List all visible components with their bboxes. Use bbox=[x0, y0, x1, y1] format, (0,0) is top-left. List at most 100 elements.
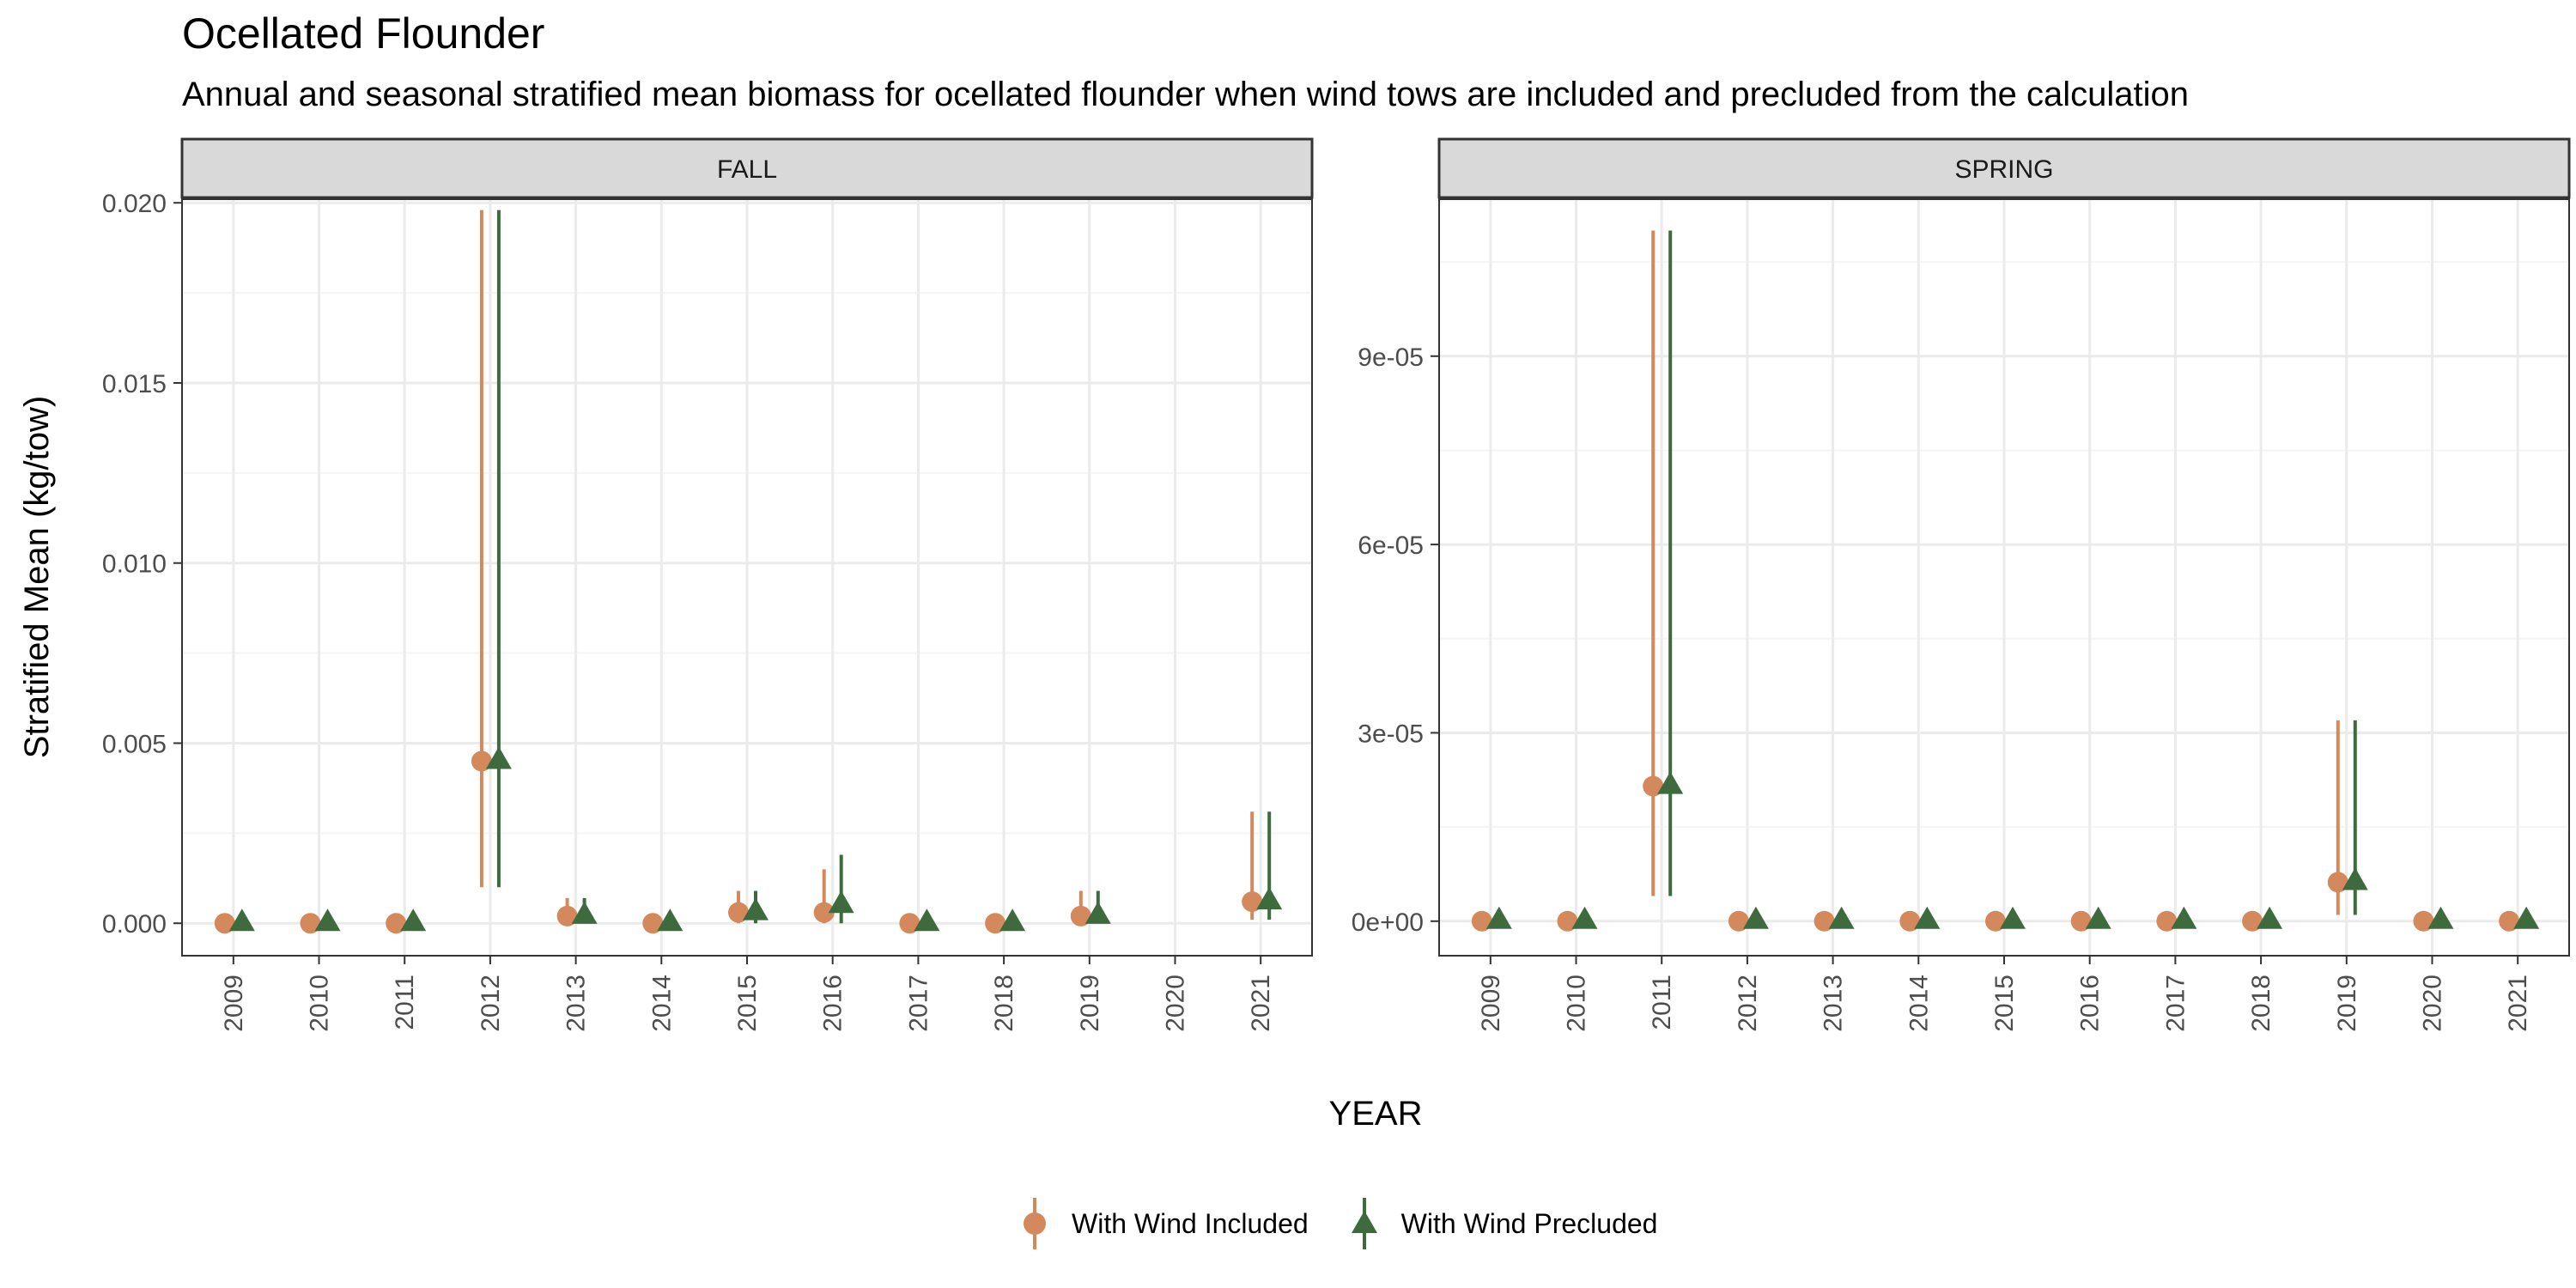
x-tick-label-fall: 2013 bbox=[562, 975, 591, 1032]
panel-strip-label-spring: SPRING bbox=[1954, 155, 2053, 184]
point-precluded-fall-2015 bbox=[743, 897, 769, 920]
legend-label-precluded: With Wind Precluded bbox=[1400, 1207, 1658, 1239]
point-included-fall-2009 bbox=[214, 913, 235, 934]
point-included-spring-2011 bbox=[1643, 775, 1664, 797]
y-tick-label-spring: 3e-05 bbox=[1358, 720, 1424, 748]
x-tick-label-spring: 2013 bbox=[1820, 975, 1848, 1032]
point-precluded-fall-2011 bbox=[400, 908, 427, 932]
point-included-spring-2010 bbox=[1557, 910, 1578, 932]
y-axis-title: Stratified Mean (kg/tow) bbox=[18, 396, 56, 758]
y-tick-label-fall: 0.020 bbox=[102, 190, 167, 218]
point-precluded-spring-2020 bbox=[2427, 906, 2454, 929]
legend-item-included: With Wind Included bbox=[1013, 1194, 1309, 1254]
point-included-spring-2016 bbox=[2070, 910, 2092, 932]
point-precluded-spring-2015 bbox=[2000, 906, 2026, 929]
x-tick-label-fall: 2014 bbox=[647, 975, 676, 1032]
x-tick-label-spring: 2015 bbox=[1990, 975, 2019, 1032]
point-included-spring-2019 bbox=[2327, 872, 2348, 893]
point-precluded-spring-2013 bbox=[1828, 906, 1855, 929]
point-included-spring-2018 bbox=[2242, 910, 2263, 932]
point-included-fall-2015 bbox=[728, 902, 749, 923]
point-precluded-fall-2012 bbox=[485, 746, 512, 769]
x-tick-label-spring: 2021 bbox=[2504, 975, 2532, 1032]
point-precluded-spring-2017 bbox=[2171, 906, 2197, 929]
point-included-spring-2017 bbox=[2156, 910, 2178, 932]
x-tick-label-spring: 2010 bbox=[1563, 975, 1591, 1032]
point-precluded-fall-2019 bbox=[1084, 901, 1111, 924]
point-included-fall-2016 bbox=[813, 902, 835, 923]
y-tick-label-fall: 0.010 bbox=[102, 550, 167, 579]
chart-title: Ocellated Flounder bbox=[182, 9, 545, 58]
y-tick-label-spring: 9e-05 bbox=[1358, 343, 1424, 372]
point-precluded-spring-2009 bbox=[1485, 906, 1512, 929]
point-included-spring-2015 bbox=[1985, 910, 2006, 932]
panel-strip-spring bbox=[1437, 137, 2571, 199]
point-precluded-spring-2011 bbox=[1657, 771, 1684, 794]
y-tick-label-fall: 0.015 bbox=[102, 370, 167, 398]
point-included-spring-2020 bbox=[2413, 910, 2434, 932]
point-precluded-spring-2021 bbox=[2513, 906, 2540, 929]
point-included-fall-2012 bbox=[471, 750, 492, 772]
point-included-spring-2012 bbox=[1728, 910, 1749, 932]
point-precluded-spring-2019 bbox=[2342, 867, 2368, 890]
x-tick-label-fall: 2015 bbox=[733, 975, 762, 1032]
point-included-spring-2009 bbox=[1471, 910, 1492, 932]
point-included-fall-2017 bbox=[899, 913, 920, 934]
panel-border-fall bbox=[181, 198, 1313, 957]
point-included-fall-2019 bbox=[1070, 905, 1091, 927]
point-precluded-fall-2013 bbox=[571, 901, 598, 924]
point-precluded-spring-2012 bbox=[1742, 906, 1769, 929]
x-tick-label-spring: 2014 bbox=[1905, 975, 1933, 1032]
point-included-fall-2018 bbox=[985, 913, 1006, 934]
point-precluded-fall-2017 bbox=[914, 908, 940, 932]
point-included-fall-2021 bbox=[1242, 891, 1263, 913]
point-precluded-spring-2016 bbox=[2085, 906, 2111, 929]
point-precluded-spring-2010 bbox=[1571, 906, 1598, 929]
faceted-chart: FALL 0.000 0.005 0.010 0.015 0.020 2009 2010 201… bbox=[18, 137, 2571, 1133]
y-tick-label-fall: 0.000 bbox=[102, 910, 167, 939]
point-precluded-fall-2010 bbox=[314, 908, 341, 932]
point-included-spring-2014 bbox=[1899, 910, 1921, 932]
point-precluded-fall-2021 bbox=[1256, 887, 1283, 910]
point-precluded-fall-2016 bbox=[828, 890, 854, 914]
point-precluded-spring-2014 bbox=[1914, 906, 1941, 929]
x-tick-label-spring: 2017 bbox=[2161, 975, 2190, 1032]
legend-key-circle-icon bbox=[1024, 1198, 1046, 1249]
y-tick-label-spring: 0e+00 bbox=[1352, 908, 1424, 937]
legend-key-triangle-icon bbox=[1351, 1198, 1377, 1249]
legend: With Wind Included With Wind Precluded bbox=[1013, 1194, 1692, 1254]
x-tick-label-fall: 2021 bbox=[1247, 975, 1275, 1032]
x-tick-label-fall: 2018 bbox=[990, 975, 1018, 1032]
panel-strip-label-fall: FALL bbox=[717, 155, 777, 184]
x-tick-label-fall: 2009 bbox=[220, 975, 248, 1032]
chart-subtitle: Annual and seasonal stratified mean biom… bbox=[182, 76, 2189, 113]
x-tick-label-fall: 2020 bbox=[1161, 975, 1189, 1032]
point-included-fall-2011 bbox=[386, 913, 407, 934]
point-included-spring-2013 bbox=[1814, 910, 1835, 932]
x-axis-title: YEAR bbox=[1329, 1095, 1423, 1133]
point-included-fall-2014 bbox=[642, 913, 664, 934]
point-included-spring-2021 bbox=[2499, 910, 2520, 932]
x-tick-label-spring: 2009 bbox=[1477, 975, 1505, 1032]
x-tick-label-fall: 2019 bbox=[1076, 975, 1104, 1032]
x-tick-label-spring: 2011 bbox=[1648, 975, 1676, 1030]
point-included-fall-2010 bbox=[300, 913, 321, 934]
x-tick-label-spring: 2020 bbox=[2418, 975, 2446, 1032]
point-precluded-fall-2014 bbox=[657, 908, 683, 932]
point-precluded-spring-2018 bbox=[2257, 906, 2283, 929]
x-tick-label-spring: 2019 bbox=[2333, 975, 2361, 1032]
x-tick-label-spring: 2012 bbox=[1734, 975, 1762, 1032]
x-tick-label-spring: 2016 bbox=[2076, 975, 2105, 1032]
x-tick-label-fall: 2010 bbox=[306, 975, 334, 1032]
point-precluded-fall-2018 bbox=[999, 908, 1026, 932]
x-tick-label-spring: 2018 bbox=[2247, 975, 2275, 1032]
x-tick-label-fall: 2012 bbox=[477, 975, 505, 1032]
panel-strip-fall bbox=[180, 137, 1314, 199]
y-tick-label-fall: 0.005 bbox=[102, 730, 167, 758]
x-tick-label-fall: 2016 bbox=[819, 975, 848, 1032]
legend-item-precluded: With Wind Precluded bbox=[1343, 1194, 1658, 1254]
y-tick-label-spring: 6e-05 bbox=[1358, 532, 1424, 560]
point-included-fall-2013 bbox=[556, 905, 578, 927]
x-tick-label-fall: 2011 bbox=[391, 975, 419, 1030]
panel-border-spring bbox=[1438, 198, 2570, 957]
